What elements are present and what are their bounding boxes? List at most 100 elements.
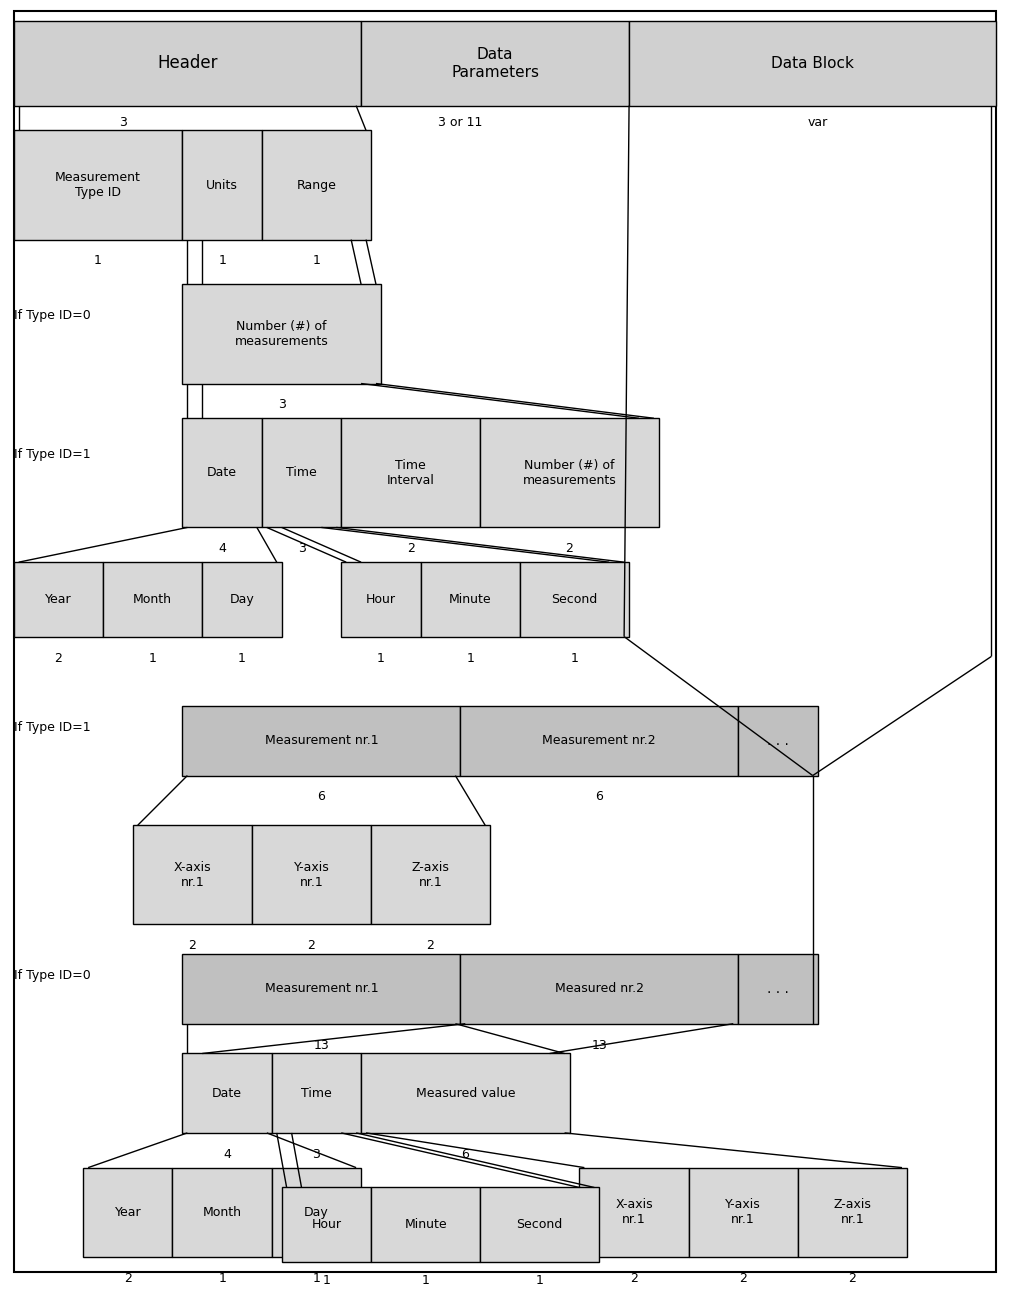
Bar — [629, 21, 996, 106]
Bar — [480, 1188, 599, 1262]
Bar — [461, 955, 738, 1024]
Text: 3: 3 — [119, 116, 127, 129]
Text: 3 or 11: 3 or 11 — [438, 116, 483, 129]
Text: 13: 13 — [592, 1038, 607, 1051]
Text: Data
Parameters: Data Parameters — [451, 48, 539, 80]
Bar — [798, 1167, 907, 1256]
Text: Number (#) of
measurements: Number (#) of measurements — [234, 320, 328, 348]
Text: X-axis
nr.1: X-axis nr.1 — [615, 1198, 652, 1227]
Text: Header: Header — [158, 54, 217, 72]
Text: 2: 2 — [307, 939, 315, 952]
Text: 2: 2 — [426, 939, 434, 952]
Bar — [14, 21, 362, 106]
Text: 3: 3 — [312, 1148, 320, 1161]
Bar — [272, 1054, 362, 1133]
Bar — [341, 418, 480, 528]
Bar — [183, 955, 461, 1024]
Text: 2: 2 — [848, 1272, 856, 1285]
Text: 1: 1 — [218, 254, 226, 267]
Bar — [183, 706, 461, 775]
Text: . . .: . . . — [767, 734, 789, 748]
Bar — [132, 826, 251, 925]
Bar — [173, 1167, 272, 1256]
Text: Z-axis
nr.1: Z-axis nr.1 — [412, 860, 449, 889]
Text: Range: Range — [297, 178, 336, 191]
Text: 1: 1 — [312, 254, 320, 267]
Text: Measurement
Type ID: Measurement Type ID — [56, 172, 141, 199]
Text: Second: Second — [516, 1218, 563, 1231]
Text: 1: 1 — [421, 1273, 429, 1287]
Text: Data Block: Data Block — [772, 55, 854, 71]
Text: Day: Day — [229, 593, 255, 606]
Text: Y-axis
nr.1: Y-axis nr.1 — [725, 1198, 762, 1227]
Text: Time: Time — [301, 1086, 332, 1099]
Bar — [251, 826, 371, 925]
Text: 1: 1 — [322, 1273, 330, 1287]
Bar — [420, 562, 520, 637]
Bar — [362, 1054, 570, 1133]
Text: 2: 2 — [739, 1272, 747, 1285]
Text: Second: Second — [551, 593, 598, 606]
Bar — [183, 1054, 272, 1133]
Bar — [580, 1167, 689, 1256]
Text: Month: Month — [203, 1206, 241, 1219]
Text: 2: 2 — [124, 1272, 131, 1285]
Text: 4: 4 — [218, 542, 226, 555]
Bar — [14, 562, 103, 637]
Text: X-axis
nr.1: X-axis nr.1 — [174, 860, 211, 889]
Text: 1: 1 — [148, 651, 157, 664]
Text: 1: 1 — [218, 1272, 226, 1285]
Text: 1: 1 — [312, 1272, 320, 1285]
Text: . . .: . . . — [767, 982, 789, 996]
Text: 1: 1 — [571, 651, 579, 664]
Bar — [83, 1167, 173, 1256]
Text: Minute: Minute — [404, 1218, 446, 1231]
Bar — [461, 706, 738, 775]
Text: Units: Units — [206, 178, 238, 191]
Text: If Type ID=0: If Type ID=0 — [14, 310, 91, 322]
Bar — [480, 418, 659, 528]
Text: 1: 1 — [467, 651, 475, 664]
Text: Z-axis
nr.1: Z-axis nr.1 — [833, 1198, 872, 1227]
Text: Measurement nr.1: Measurement nr.1 — [265, 983, 378, 996]
Text: 2: 2 — [407, 542, 415, 555]
Text: If Type ID=1: If Type ID=1 — [14, 721, 90, 734]
Text: Day: Day — [304, 1206, 329, 1219]
Bar — [183, 418, 262, 528]
Text: 4: 4 — [223, 1148, 231, 1161]
Text: Hour: Hour — [311, 1218, 341, 1231]
Bar — [520, 562, 629, 637]
Bar — [262, 130, 371, 240]
Text: 2: 2 — [55, 651, 63, 664]
Text: Hour: Hour — [366, 593, 396, 606]
Bar — [14, 130, 183, 240]
Text: Time
Interval: Time Interval — [387, 459, 434, 486]
Bar — [371, 1188, 480, 1262]
Bar — [103, 562, 202, 637]
Text: Date: Date — [207, 467, 237, 480]
Bar — [282, 1188, 371, 1262]
Bar — [689, 1167, 798, 1256]
Text: 1: 1 — [535, 1273, 543, 1287]
Bar — [341, 562, 420, 637]
Text: Measurement nr.2: Measurement nr.2 — [542, 734, 656, 747]
Text: Time: Time — [286, 467, 317, 480]
Bar — [738, 955, 818, 1024]
Text: 6: 6 — [595, 791, 603, 804]
Text: Number (#) of
measurements: Number (#) of measurements — [522, 459, 616, 486]
Text: 1: 1 — [238, 651, 245, 664]
Bar — [202, 562, 282, 637]
Text: 3: 3 — [298, 542, 305, 555]
Bar — [183, 130, 262, 240]
Text: 1: 1 — [94, 254, 102, 267]
Bar — [371, 826, 490, 925]
Text: Minute: Minute — [449, 593, 492, 606]
Text: Y-axis
nr.1: Y-axis nr.1 — [294, 860, 329, 889]
Text: 13: 13 — [313, 1038, 329, 1051]
Text: If Type ID=0: If Type ID=0 — [14, 969, 91, 982]
Text: Month: Month — [133, 593, 172, 606]
Text: 2: 2 — [566, 542, 574, 555]
Text: Year: Year — [45, 593, 72, 606]
Text: 6: 6 — [317, 791, 325, 804]
Text: Measurement nr.1: Measurement nr.1 — [265, 734, 378, 747]
